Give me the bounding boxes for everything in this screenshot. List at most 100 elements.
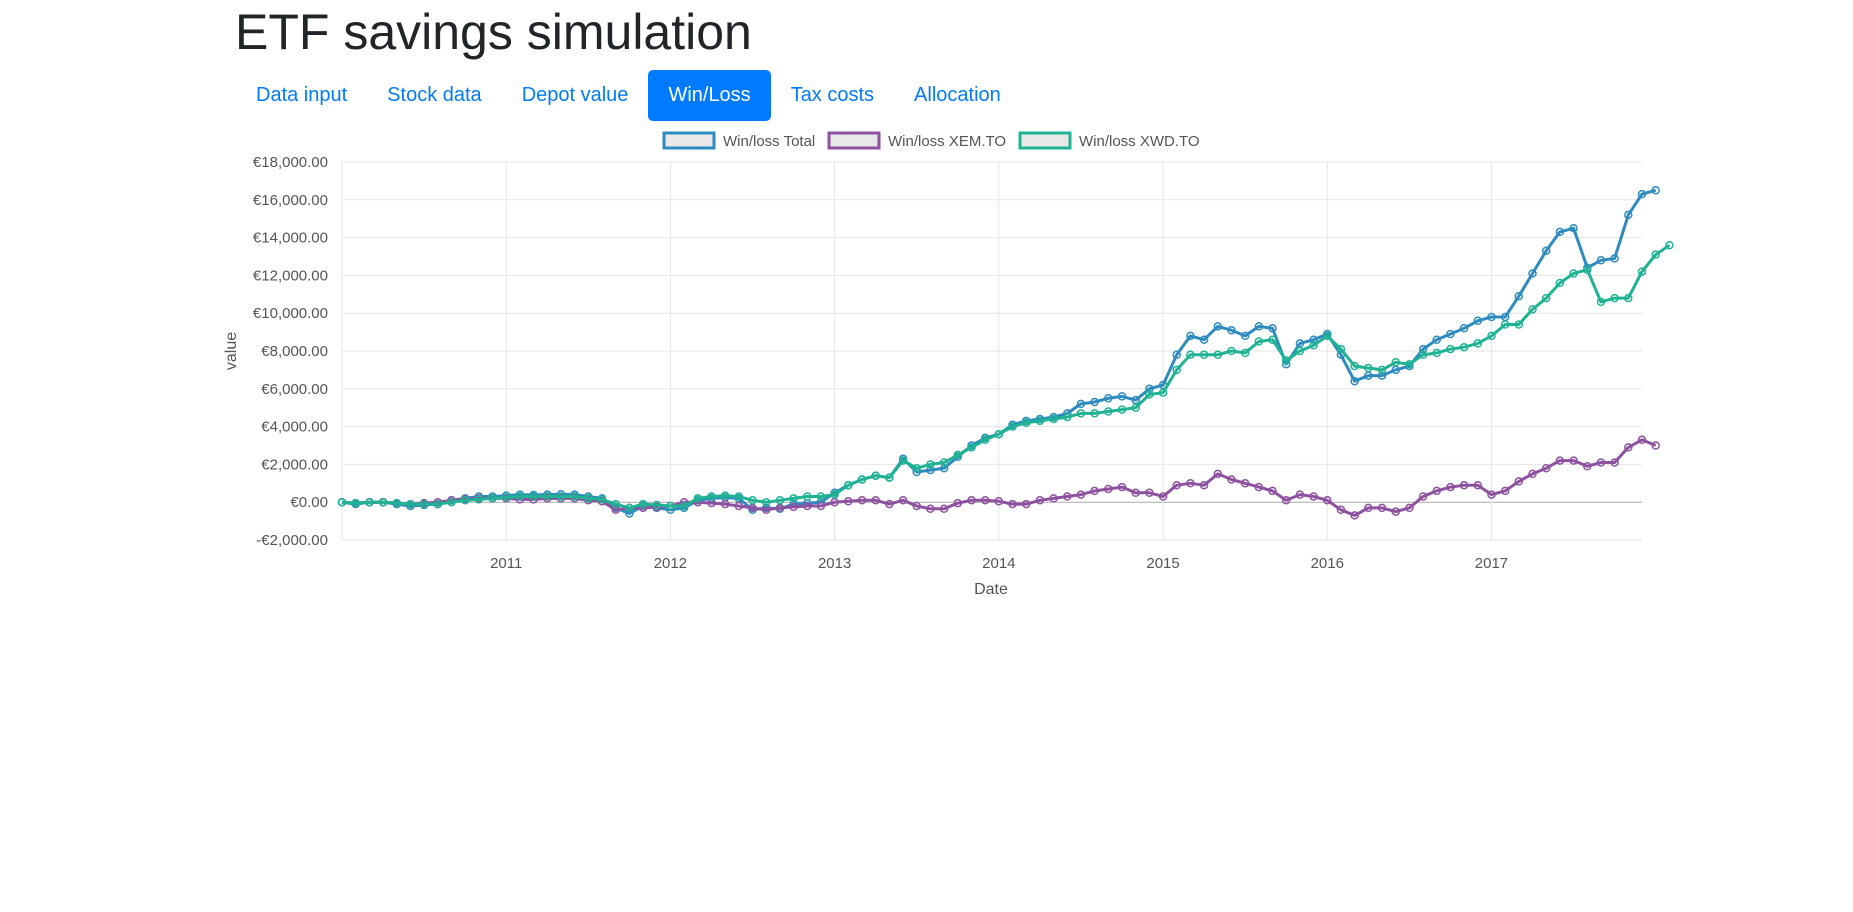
data-point [1391, 507, 1400, 516]
legend-label: Win/loss XEM.TO [888, 133, 1006, 150]
y-tick-label: -€2,000.00 [256, 532, 328, 549]
data-point [789, 494, 798, 503]
data-point [1596, 256, 1606, 265]
data-point [1555, 227, 1565, 237]
data-point [1199, 480, 1209, 490]
data-point [1008, 422, 1017, 431]
data-point [1596, 458, 1606, 467]
tab-data-input[interactable]: Data input [256, 84, 348, 106]
data-point [1405, 503, 1414, 513]
y-tick-label: €4,000.00 [261, 419, 328, 436]
data-point [803, 501, 812, 511]
data-point [1500, 486, 1510, 496]
data-point [1459, 324, 1469, 333]
data-point [1049, 414, 1058, 424]
data-point [447, 497, 456, 507]
y-tick-label: €18,000.00 [253, 154, 328, 171]
data-point [1268, 486, 1277, 496]
data-point [816, 492, 826, 501]
x-tick-label: 2016 [1311, 555, 1344, 572]
data-point [1008, 499, 1017, 509]
data-point [1541, 463, 1551, 473]
tab-allocation[interactable]: Allocation [914, 84, 1001, 106]
data-point [584, 494, 593, 503]
legend-item[interactable]: Win/loss XEM.TO [827, 131, 1006, 150]
data-point [1596, 297, 1606, 307]
data-point [1117, 482, 1127, 492]
data-point [378, 497, 388, 507]
data-point [1391, 358, 1400, 367]
data-point [1610, 254, 1619, 263]
y-axis-label: value [223, 332, 240, 370]
data-point [1528, 305, 1537, 314]
data-point [1090, 486, 1099, 496]
data-point [1637, 267, 1647, 276]
data-point [1172, 365, 1181, 375]
data-point [1186, 331, 1195, 341]
data-point [1240, 331, 1250, 341]
data-point [1076, 409, 1086, 418]
data-point [1035, 496, 1045, 505]
legend-label: Win/loss Total [723, 133, 815, 150]
data-point [1569, 269, 1578, 278]
data-point [994, 429, 1004, 439]
data-point [625, 509, 634, 518]
data-point [734, 492, 744, 501]
data-point [1528, 469, 1537, 479]
data-point [1459, 480, 1469, 490]
data-point [1418, 492, 1428, 501]
data-point [1583, 265, 1592, 274]
data-point [761, 497, 771, 507]
data-point [1117, 405, 1127, 414]
data-point [1610, 293, 1619, 303]
tab-depot-value[interactable]: Depot value [521, 84, 629, 106]
data-point [1637, 189, 1647, 199]
tab-win-loss[interactable]: Win/Loss [648, 70, 771, 121]
data-point [1541, 293, 1551, 303]
page-title: ETF savings simulation [235, 4, 752, 60]
data-point [1541, 246, 1551, 256]
data-point [1651, 441, 1660, 450]
data-point [816, 501, 826, 511]
data-point [515, 492, 525, 501]
data-point [1637, 435, 1647, 445]
data-point [529, 492, 538, 501]
data-point [898, 496, 908, 505]
data-point [1487, 331, 1496, 341]
tab-stock-data[interactable]: Stock data [387, 84, 482, 106]
win-loss-chart: Win/loss Total Win/loss XEM.TO Win/loss XW… [223, 131, 1674, 598]
data-point [1117, 392, 1127, 401]
data-point [1350, 511, 1359, 520]
data-point [693, 494, 703, 503]
data-point [1459, 342, 1469, 352]
data-point [1295, 490, 1305, 499]
legend-item[interactable]: Win/loss XWD.TO [1018, 131, 1200, 150]
data-point [1295, 346, 1305, 356]
data-point [871, 496, 880, 505]
series-line [341, 243, 1671, 510]
data-point [1364, 363, 1373, 373]
data-point [1158, 388, 1168, 397]
data-point [980, 435, 990, 445]
series-1 [337, 435, 1660, 520]
data-point [488, 494, 497, 503]
tab-tax-costs[interactable]: Tax costs [790, 84, 875, 106]
data-point [501, 493, 511, 502]
chart-series [337, 186, 1674, 520]
data-point [1145, 488, 1154, 498]
data-point [1473, 480, 1483, 490]
data-point [1309, 335, 1318, 344]
data-point [611, 505, 620, 515]
data-point [1268, 335, 1277, 344]
data-point [1350, 361, 1359, 371]
data-point [1131, 488, 1140, 498]
data-point [967, 443, 976, 452]
legend-label: Win/loss XWD.TO [1079, 133, 1200, 150]
legend-swatch [1018, 131, 1072, 150]
data-point [1145, 384, 1154, 394]
data-point [885, 473, 894, 482]
y-tick-label: €10,000.00 [253, 305, 328, 322]
x-tick-label: 2011 [490, 555, 522, 572]
data-point [1364, 503, 1373, 513]
legend-item[interactable]: Win/loss Total [662, 131, 815, 150]
